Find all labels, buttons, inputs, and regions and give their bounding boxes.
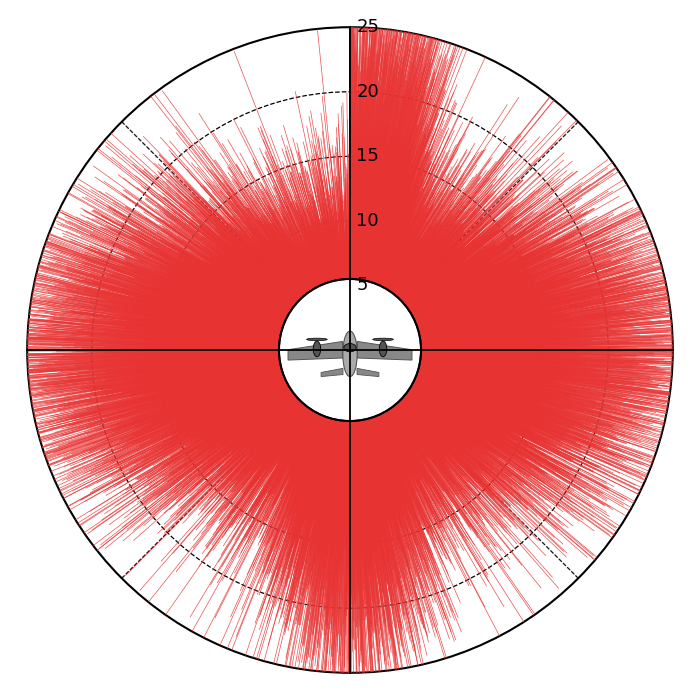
Text: 15: 15 xyxy=(356,147,379,165)
Ellipse shape xyxy=(344,344,356,352)
Ellipse shape xyxy=(307,338,328,341)
Polygon shape xyxy=(321,368,343,377)
Polygon shape xyxy=(288,342,342,360)
Ellipse shape xyxy=(372,338,393,341)
Ellipse shape xyxy=(313,341,321,357)
Ellipse shape xyxy=(343,331,357,377)
Ellipse shape xyxy=(379,341,387,357)
Polygon shape xyxy=(358,342,412,360)
Text: 20: 20 xyxy=(356,83,379,101)
Text: 5: 5 xyxy=(356,276,368,295)
Text: 10: 10 xyxy=(356,212,379,230)
Text: 25: 25 xyxy=(356,18,379,36)
Polygon shape xyxy=(357,368,379,377)
Circle shape xyxy=(279,279,421,421)
